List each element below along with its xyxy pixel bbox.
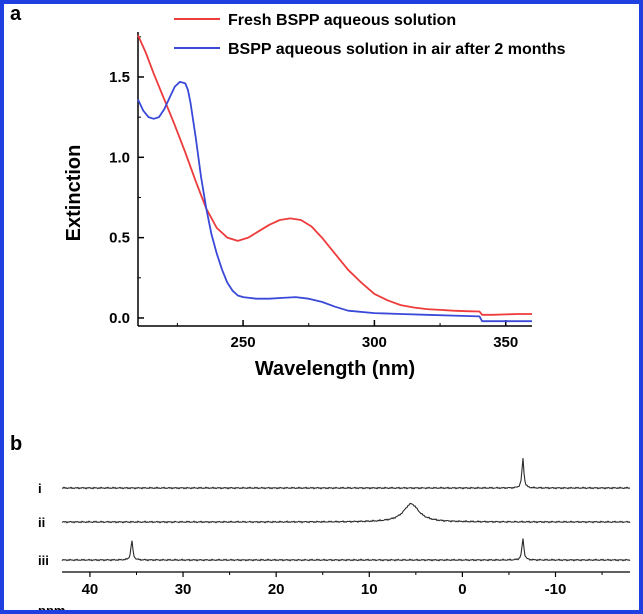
- panel-a-letter: a: [10, 4, 22, 25]
- series-line-fresh: [137, 34, 532, 316]
- series-group: [137, 34, 532, 323]
- ppm-tick-label: 30: [175, 581, 192, 598]
- ppm-tick-label: 20: [268, 581, 285, 598]
- nmr-trace-ii: [61, 502, 631, 524]
- x-tick-label: 300: [362, 334, 387, 351]
- ppm-tick-label: 10: [361, 581, 378, 598]
- x-tick-label: 250: [231, 334, 256, 351]
- y-tick-label: 1.0: [109, 149, 130, 166]
- trace-label-iii: iii: [38, 553, 49, 568]
- legend-label-fresh: Fresh BSPP aqueous solution: [228, 12, 456, 29]
- y-tick-label: 1.5: [109, 69, 130, 86]
- panel-b-letter: b: [10, 433, 22, 455]
- ppm-tick-label: 0: [458, 581, 466, 598]
- legend: Fresh BSPP aqueous solution BSPP aqueous…: [174, 12, 566, 58]
- x-tick-label: 350: [493, 334, 518, 351]
- y-tick-label: 0.5: [109, 230, 130, 247]
- nmr-trace-i: [61, 458, 631, 490]
- ppm-tick-label: -10: [545, 581, 567, 598]
- nmr-trace-iii: [61, 538, 631, 562]
- axis-ticks: 250 300 350 0.0 0.5 1.0 1.5: [109, 36, 518, 351]
- ppm-tick-label: 40: [82, 581, 99, 598]
- extinction-chart: 250 300 350 0.0 0.5 1.0 1.5 Wavelength (nm) Ex…: [63, 12, 566, 380]
- ppm-axis-ticks: 40 30 20 10 0 -10: [82, 572, 603, 598]
- figure-canvas: a 250 300 350 0.0 0.5 1.0 1.5 Wavelength (nm) …: [10, 4, 631, 614]
- legend-label-aged: BSPP aqueous solution in air after 2 mon…: [228, 41, 566, 58]
- series-line-aged: [137, 80, 532, 323]
- x-axis-title: Wavelength (nm): [255, 358, 415, 380]
- trace-label-i: i: [38, 481, 42, 496]
- y-axis-title: Extinction: [63, 145, 85, 242]
- ppm-axis-title: ppm: [38, 603, 65, 614]
- y-tick-label: 0.0: [109, 310, 130, 327]
- trace-label-ii: ii: [38, 515, 45, 530]
